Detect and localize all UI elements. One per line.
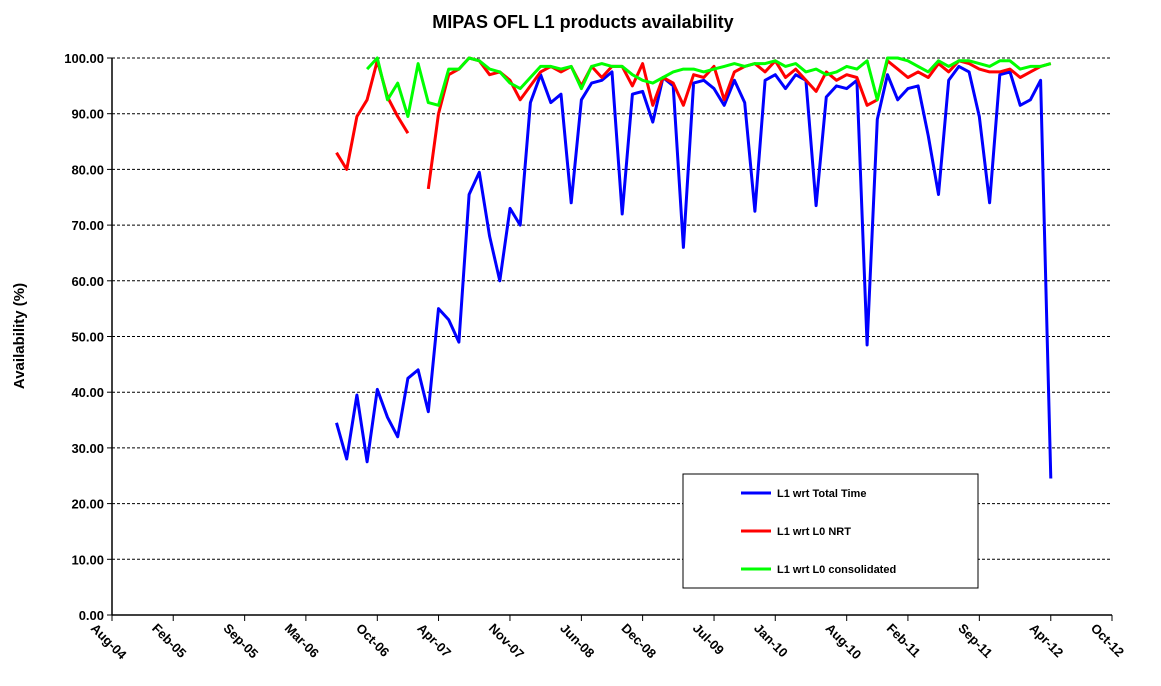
legend-label: L1 wrt L0 consolidated [777,564,896,576]
x-tick-label: Apr-12 [1027,621,1067,661]
y-axis-label: Availability (%) [11,283,28,389]
x-tick-label: Jan-10 [751,621,791,661]
series-line [335,56,1052,190]
x-tick-label: Sep-05 [221,621,262,662]
y-tick-label: 100.00 [64,51,104,66]
x-tick-label: Mar-06 [282,621,322,661]
x-tick-label: Aug-10 [823,621,865,663]
legend-label: L1 wrt Total Time [777,488,866,500]
y-tick-label: 0.00 [79,608,104,623]
x-tick-label: Aug-04 [88,621,130,663]
legend-box [682,473,979,589]
y-tick-label: 70.00 [71,218,104,233]
x-tick-label: Jun-08 [557,621,597,661]
chart-title: MIPAS OFL L1 products availability [432,12,733,32]
x-tick-label: Jul-09 [690,621,727,658]
legend-label: L1 wrt L0 NRT [777,526,851,538]
series-line [365,56,1052,118]
y-tick-label: 10.00 [71,552,104,567]
series-line [335,64,1053,479]
x-tick-label: Oct-12 [1088,621,1127,660]
x-tick-label: Feb-11 [884,621,924,661]
x-tick-label: Apr-07 [414,621,454,661]
x-tick-label: Sep-11 [955,621,995,661]
y-tick-label: 90.00 [71,107,104,122]
x-tick-label: Feb-05 [149,621,189,661]
y-tick-label: 60.00 [71,274,104,289]
x-tick-label: Oct-06 [353,621,392,660]
y-tick-label: 20.00 [71,497,104,512]
y-tick-label: 40.00 [71,385,104,400]
y-tick-label: 80.00 [71,162,104,177]
x-tick-label: Dec-08 [618,621,659,662]
y-tick-label: 50.00 [71,330,104,345]
x-tick-label: Nov-07 [486,621,527,662]
y-tick-label: 30.00 [71,441,104,456]
